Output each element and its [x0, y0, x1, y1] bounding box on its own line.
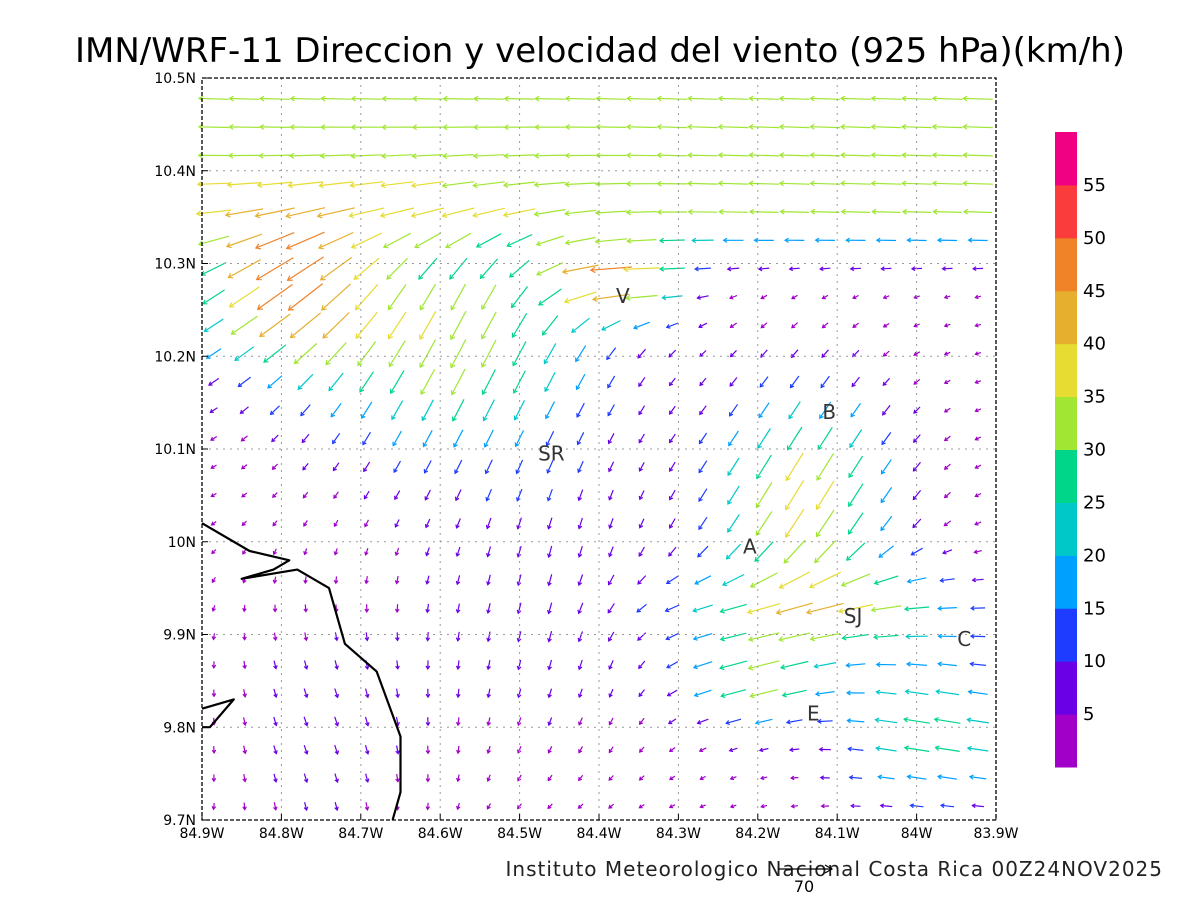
- city-label-b: B: [822, 400, 836, 424]
- colorbar-label: 30: [1083, 440, 1106, 461]
- city-label-v: V: [616, 284, 630, 308]
- x-tick-label: 83.9W: [973, 826, 1018, 842]
- colorbar-segment: [1055, 343, 1077, 398]
- colorbar-label: 50: [1083, 228, 1106, 249]
- colorbar-label: 5: [1083, 704, 1094, 725]
- city-label-c: C: [957, 627, 971, 651]
- city-label-sr: SR: [538, 442, 565, 466]
- colorbar: 5 10 15 20 25 30 35 40 45 50 55: [1055, 132, 1106, 768]
- colorbar-segment: [1055, 132, 1077, 186]
- x-tick-label: 84.9W: [179, 826, 224, 842]
- map-title: IMN/WRF-11 Direccion y velocidad del vie…: [75, 31, 1125, 71]
- colorbar-segment: [1055, 237, 1077, 292]
- x-tick-label: 84.7W: [338, 826, 383, 842]
- colorbar-segment: [1055, 555, 1077, 609]
- x-tick-label: 84.6W: [418, 826, 463, 842]
- x-tick-label: 84.4W: [576, 826, 621, 842]
- x-tick-label: 84W: [901, 826, 933, 842]
- y-tick-label: 10N: [168, 535, 196, 551]
- x-axis-ticks: 84.9W 84.8W 84.7W 84.6W 84.5W 84.4W 84.3W 84.2W…: [179, 814, 1019, 842]
- city-label-sj: SJ: [844, 604, 863, 628]
- reference-vector-label: 70: [794, 877, 814, 896]
- colorbar-label: 10: [1083, 651, 1106, 672]
- colorbar-segment: [1055, 502, 1077, 556]
- footer-credit: Instituto Meteorologico Nacional Costa R…: [506, 857, 1163, 881]
- colorbar-segment: [1055, 290, 1077, 345]
- y-axis-ticks: 9.7N 9.8N 9.9N 10N 10.1N 10.2N 10.3N 10.4N 10.5N: [154, 71, 208, 829]
- colorbar-segment: [1055, 449, 1077, 503]
- colorbar-segment: [1055, 714, 1077, 768]
- y-tick-label: 10.5N: [154, 71, 196, 87]
- colorbar-label: 40: [1083, 334, 1106, 355]
- coastline: [201, 522, 402, 821]
- colorbar-segment: [1055, 184, 1077, 239]
- reference-vector: 70: [778, 864, 834, 896]
- colorbar-label: 55: [1083, 175, 1106, 196]
- x-tick-label: 84.5W: [497, 826, 542, 842]
- colorbar-segment: [1055, 661, 1077, 715]
- colorbar-label: 15: [1083, 598, 1106, 619]
- y-tick-label: 9.8N: [163, 720, 196, 736]
- colorbar-label: 45: [1083, 281, 1106, 302]
- y-tick-label: 10.1N: [154, 442, 196, 458]
- x-tick-label: 84.1W: [815, 826, 860, 842]
- y-tick-label: 9.7N: [163, 813, 196, 829]
- x-tick-label: 84.3W: [656, 826, 701, 842]
- city-labels: V B SR A SJ C E: [538, 284, 971, 725]
- x-tick-label: 84.8W: [259, 826, 304, 842]
- y-tick-label: 10.4N: [154, 164, 196, 180]
- colorbar-segment: [1055, 608, 1077, 662]
- y-tick-label: 10.3N: [154, 257, 196, 273]
- city-label-a: A: [743, 534, 757, 558]
- colorbar-label: 35: [1083, 387, 1106, 408]
- colorbar-label: 20: [1083, 545, 1106, 566]
- wind-vectors: [195, 95, 993, 812]
- colorbar-segment: [1055, 396, 1077, 450]
- y-tick-label: 10.2N: [154, 349, 196, 365]
- y-tick-label: 9.9N: [163, 628, 196, 644]
- colorbar-label: 25: [1083, 492, 1106, 513]
- city-label-e: E: [807, 701, 820, 725]
- gridlines: [202, 78, 996, 820]
- x-tick-label: 84.2W: [735, 826, 780, 842]
